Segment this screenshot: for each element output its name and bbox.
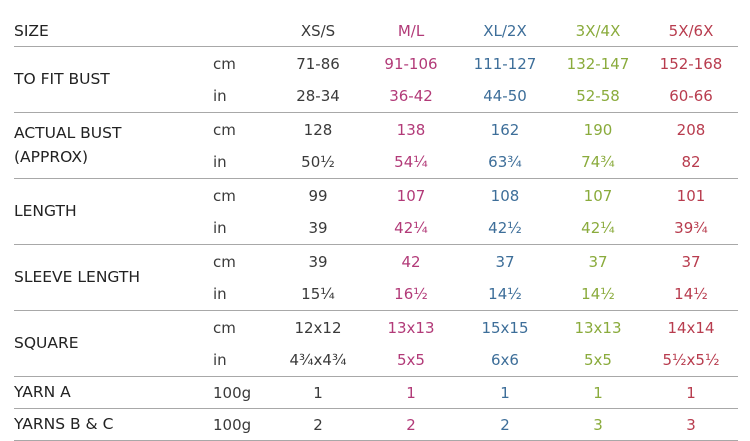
- cell-value: 12x12: [294, 319, 342, 337]
- cell-value: 36-42: [389, 87, 433, 105]
- cell-value: 63¾: [488, 153, 522, 171]
- size-header: XS/S: [300, 22, 336, 40]
- size-header: 3X/4X: [575, 22, 621, 40]
- cell-value: 208: [676, 121, 706, 139]
- row-divider: [14, 376, 738, 377]
- cell-value: 1: [686, 384, 696, 402]
- cell-value: 1: [593, 384, 603, 402]
- cell-value: 15¼: [301, 285, 335, 303]
- row-label: SQUARE: [14, 334, 79, 352]
- cell-value: 37: [495, 253, 515, 271]
- unit: cm: [213, 319, 236, 337]
- cell-value: 6x6: [491, 351, 519, 369]
- cell-value: 13x13: [387, 319, 435, 337]
- unit: in: [213, 285, 227, 303]
- unit: in: [213, 153, 227, 171]
- row-label: TO FIT BUST: [14, 70, 110, 88]
- row-divider: [14, 310, 738, 311]
- cell-value: 3: [686, 416, 696, 434]
- cell-value: 132-147: [566, 55, 630, 73]
- cell-value: 1: [500, 384, 510, 402]
- cell-value: 5½x5½: [662, 351, 720, 369]
- cell-value: 162: [490, 121, 520, 139]
- cell-value: 52-58: [576, 87, 620, 105]
- cell-value: 2: [313, 416, 323, 434]
- row-label: YARNS B & C: [14, 415, 114, 433]
- cell-value: 54¼: [394, 153, 428, 171]
- cell-value: 4¾x4¾: [289, 351, 347, 369]
- cell-value: 42: [401, 253, 421, 271]
- cell-value: 107: [396, 187, 426, 205]
- cell-value: 1: [313, 384, 323, 402]
- unit: in: [213, 351, 227, 369]
- cell-value: 1: [406, 384, 416, 402]
- cell-value: 16½: [394, 285, 428, 303]
- cell-value: 128: [303, 121, 333, 139]
- row-divider: [14, 112, 738, 113]
- size-header: XL/2X: [483, 22, 527, 40]
- row-label: (APPROX): [14, 148, 88, 166]
- unit: cm: [213, 187, 236, 205]
- cell-value: 138: [396, 121, 426, 139]
- unit: cm: [213, 121, 236, 139]
- cell-value: 60-66: [669, 87, 713, 105]
- cell-value: 37: [681, 253, 701, 271]
- cell-value: 44-50: [483, 87, 527, 105]
- cell-value: 5x5: [584, 351, 612, 369]
- cell-value: 101: [676, 187, 706, 205]
- row-divider: [14, 408, 738, 409]
- cell-value: 152-168: [659, 55, 723, 73]
- unit: in: [213, 219, 227, 237]
- cell-value: 42¼: [581, 219, 615, 237]
- size-header: M/L: [397, 22, 425, 40]
- cell-value: 108: [490, 187, 520, 205]
- cell-value: 107: [583, 187, 613, 205]
- size-chart-page: SIZE XS/S M/L XL/2X 3X/4X 5X/6X TO FIT BUST cm 7…: [14, 22, 738, 441]
- cell-value: 91-106: [384, 55, 438, 73]
- row-label: YARN A: [14, 383, 71, 401]
- cell-value: 14x14: [667, 319, 715, 337]
- cell-value: 14½: [488, 285, 522, 303]
- cell-value: 74¾: [581, 153, 615, 171]
- cell-value: 28-34: [296, 87, 340, 105]
- row-divider: [14, 178, 738, 179]
- cell-value: 13x13: [574, 319, 622, 337]
- cell-value: 82: [681, 153, 701, 171]
- cell-value: 190: [583, 121, 613, 139]
- unit: cm: [213, 253, 236, 271]
- row-divider: [14, 46, 738, 47]
- cell-value: 39: [308, 219, 328, 237]
- row-label: ACTUAL BUST: [14, 124, 122, 142]
- cell-value: 14½: [581, 285, 615, 303]
- cell-value: 39¾: [674, 219, 708, 237]
- unit: 100g: [213, 384, 252, 402]
- row-label: LENGTH: [14, 202, 77, 220]
- cell-value: 39: [308, 253, 328, 271]
- unit: 100g: [213, 416, 252, 434]
- row-divider: [14, 244, 738, 245]
- unit: in: [213, 87, 227, 105]
- cell-value: 111-127: [473, 55, 537, 73]
- cell-value: 99: [308, 187, 328, 205]
- cell-value: 42¼: [394, 219, 428, 237]
- unit: cm: [213, 55, 236, 73]
- size-header: 5X/6X: [668, 22, 714, 40]
- cell-value: 2: [500, 416, 510, 434]
- cell-value: 2: [406, 416, 416, 434]
- cell-value: 71-86: [296, 55, 340, 73]
- cell-value: 5x5: [397, 351, 425, 369]
- cell-value: 3: [593, 416, 603, 434]
- cell-value: 37: [588, 253, 608, 271]
- cell-value: 42½: [488, 219, 522, 237]
- cell-value: 15x15: [481, 319, 529, 337]
- cell-value: 14½: [674, 285, 708, 303]
- header-label: SIZE: [14, 22, 49, 40]
- cell-value: 50½: [301, 153, 335, 171]
- row-label: SLEEVE LENGTH: [14, 268, 140, 286]
